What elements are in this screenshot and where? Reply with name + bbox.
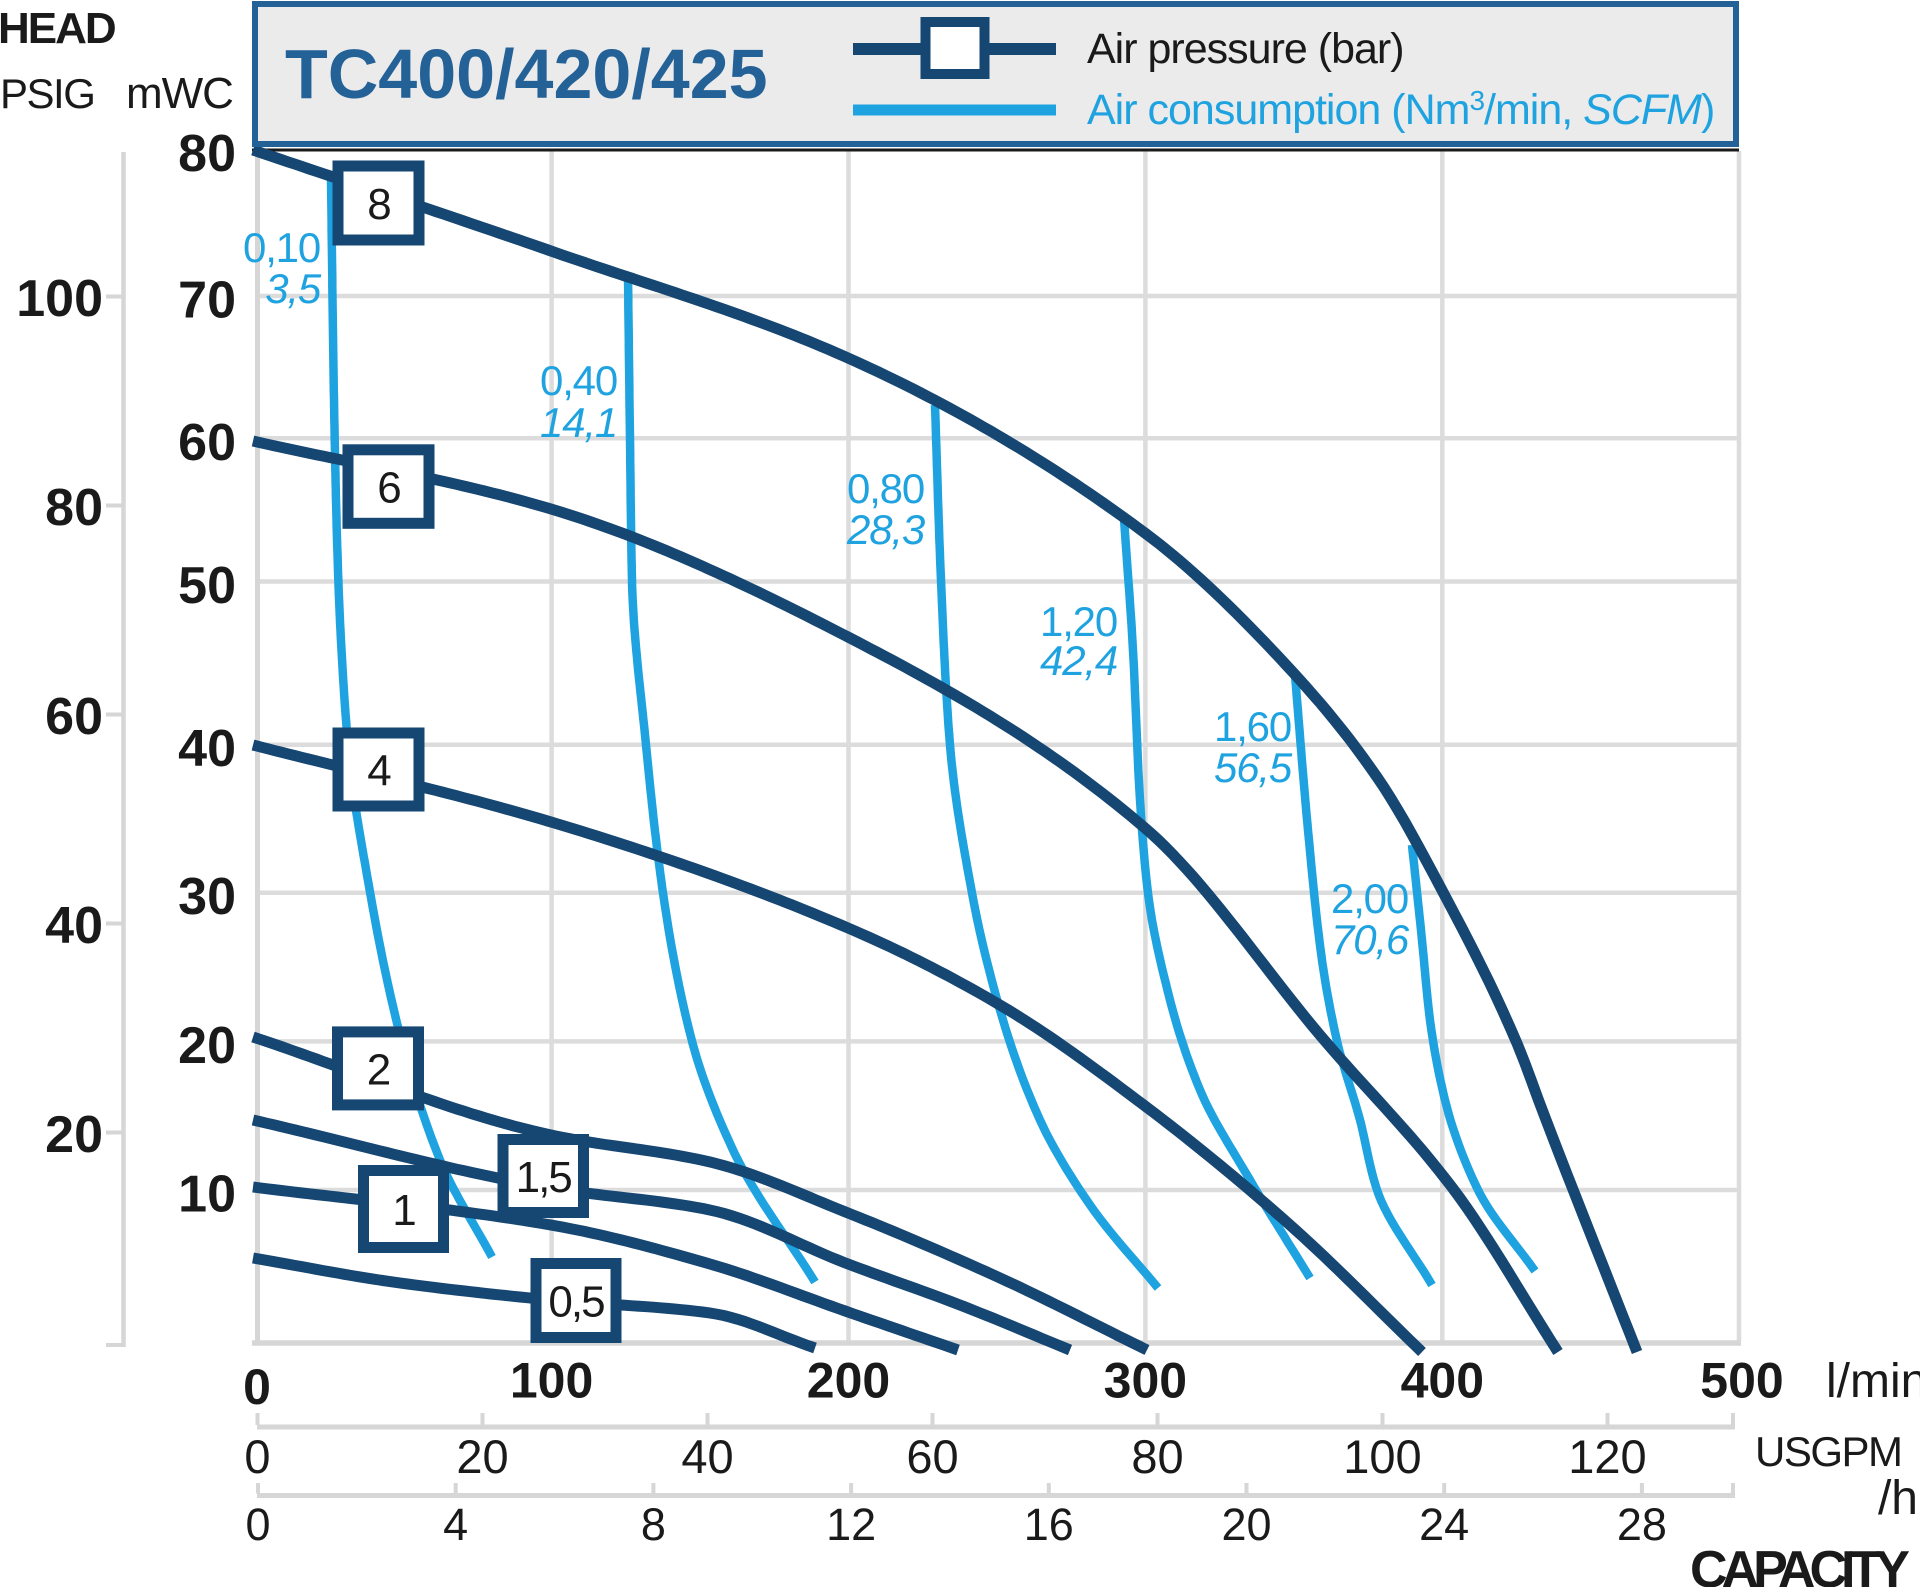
svg-text:20: 20 — [45, 1106, 103, 1164]
svg-text:mWC: mWC — [126, 69, 233, 118]
svg-text:56,5: 56,5 — [1214, 744, 1293, 791]
svg-text:3,5: 3,5 — [265, 265, 322, 312]
svg-text:80: 80 — [45, 479, 103, 537]
svg-text:60: 60 — [45, 688, 103, 746]
svg-text:USGPM: USGPM — [1755, 1428, 1902, 1475]
svg-text:1,20: 1,20 — [1040, 598, 1117, 645]
svg-text:42,4: 42,4 — [1040, 637, 1117, 684]
svg-text:80: 80 — [1131, 1430, 1183, 1483]
svg-text:20: 20 — [178, 1017, 236, 1075]
svg-text:40: 40 — [178, 720, 236, 778]
svg-text:60: 60 — [906, 1430, 958, 1483]
svg-text:80: 80 — [178, 125, 236, 183]
svg-text:30: 30 — [178, 868, 236, 926]
svg-text:100: 100 — [16, 270, 103, 328]
svg-text:12: 12 — [826, 1499, 876, 1550]
svg-text:CAPACITY: CAPACITY — [1690, 1541, 1909, 1587]
svg-text:40: 40 — [681, 1430, 733, 1483]
svg-text:0: 0 — [244, 1430, 270, 1483]
svg-text:8: 8 — [367, 180, 390, 229]
svg-text:20: 20 — [1221, 1499, 1271, 1550]
svg-text:PSIG: PSIG — [0, 70, 94, 117]
svg-text:TC400/420/425: TC400/420/425 — [285, 35, 768, 113]
svg-text:2,00: 2,00 — [1331, 875, 1408, 922]
svg-text:40: 40 — [45, 897, 103, 955]
svg-text:1,60: 1,60 — [1214, 703, 1291, 750]
svg-text:Air consumption (Nm3/min, SCFM: Air consumption (Nm3/min, SCFM) — [1087, 85, 1714, 134]
svg-text:60: 60 — [178, 414, 236, 472]
svg-text:100: 100 — [1343, 1430, 1421, 1483]
svg-text:1: 1 — [392, 1186, 415, 1235]
svg-text:8: 8 — [641, 1499, 666, 1550]
svg-text:400: 400 — [1401, 1353, 1484, 1409]
svg-text:70: 70 — [178, 272, 236, 330]
svg-text:14,1: 14,1 — [540, 399, 617, 446]
svg-text:16: 16 — [1024, 1499, 1074, 1550]
svg-text:4: 4 — [367, 747, 391, 796]
svg-text:20: 20 — [456, 1430, 508, 1483]
svg-text:28,3: 28,3 — [846, 506, 925, 553]
svg-text:300: 300 — [1104, 1353, 1187, 1409]
svg-text:120: 120 — [1568, 1430, 1646, 1483]
svg-text:2: 2 — [367, 1045, 390, 1094]
svg-text:24: 24 — [1419, 1499, 1469, 1550]
svg-text:0,40: 0,40 — [540, 357, 617, 404]
svg-text:500: 500 — [1700, 1353, 1783, 1409]
svg-text:100: 100 — [510, 1353, 593, 1409]
svg-text:0,10: 0,10 — [243, 224, 320, 271]
svg-text:HEAD: HEAD — [0, 4, 115, 53]
svg-text:/h: /h — [1878, 1472, 1918, 1525]
svg-text:50: 50 — [178, 557, 236, 615]
svg-text:70,6: 70,6 — [1331, 916, 1410, 963]
svg-text:l/min: l/min — [1826, 1355, 1920, 1408]
svg-text:28: 28 — [1617, 1499, 1667, 1550]
svg-text:200: 200 — [807, 1353, 890, 1409]
svg-text:6: 6 — [377, 464, 400, 513]
svg-text:1,5: 1,5 — [516, 1153, 572, 1202]
svg-text:10: 10 — [178, 1166, 236, 1224]
svg-text:0: 0 — [245, 1499, 270, 1550]
svg-text:0,80: 0,80 — [847, 465, 924, 512]
svg-text:0: 0 — [243, 1359, 271, 1415]
svg-text:0,5: 0,5 — [548, 1278, 604, 1327]
svg-text:Air pressure (bar): Air pressure (bar) — [1087, 25, 1404, 73]
svg-text:4: 4 — [443, 1499, 468, 1550]
